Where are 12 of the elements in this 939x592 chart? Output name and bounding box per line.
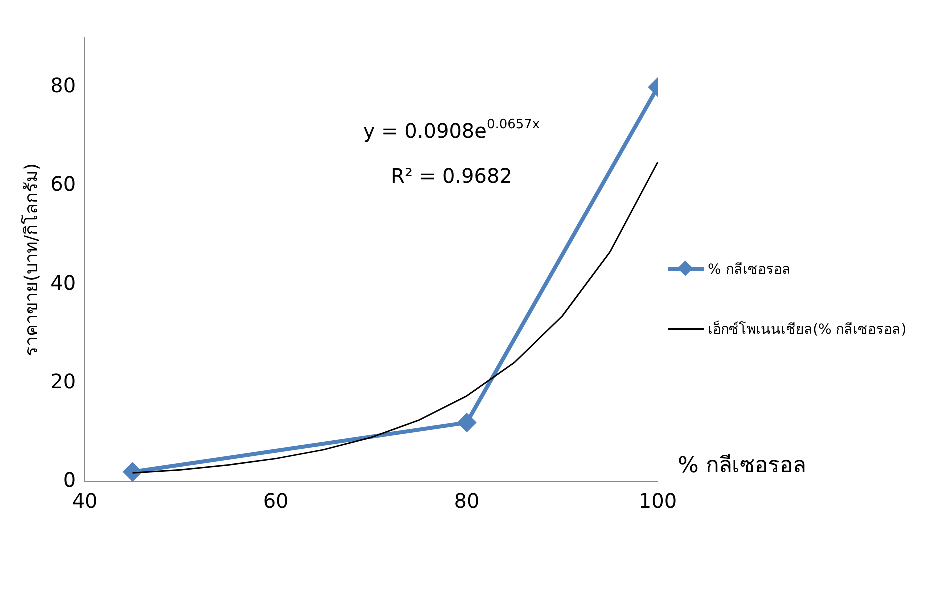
x-tick-label: 100 (638, 489, 678, 514)
x-tick-label: 80 (454, 489, 480, 514)
y-tick-label: 40 (50, 270, 76, 295)
y-tick-label: 60 (50, 172, 76, 196)
legend-label: % กลีเซอรอล (708, 261, 791, 280)
x-tick-label: 60 (263, 489, 289, 514)
annotation: R² = 0.9682 (391, 164, 512, 188)
x-axis-title: % กลีเซอรอล (678, 454, 806, 479)
y-axis-title: ราคาขาย(บาท/กิโลกรัม) (20, 163, 42, 357)
y-tick-label: 80 (50, 74, 76, 98)
legend-label: เอ็กซ์โพเนนเชียล(% กลีเซอรอล) (708, 320, 907, 340)
y-tick-label: 20 (50, 370, 76, 394)
